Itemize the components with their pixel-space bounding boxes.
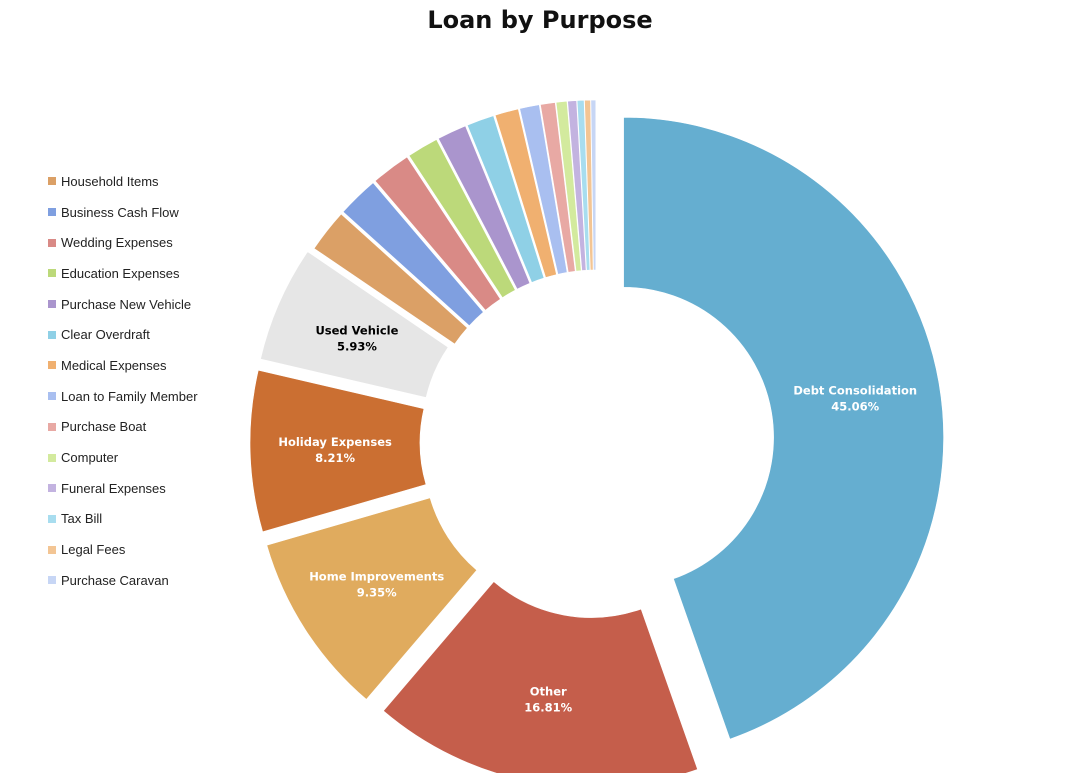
legend-label: Funeral Expenses (61, 480, 166, 496)
legend-swatch (48, 269, 56, 278)
legend-label: Legal Fees (61, 542, 126, 558)
chart-title: Loan by Purpose (427, 6, 653, 34)
legend-item-education-expenses: Education Expenses (48, 258, 198, 289)
legend-swatch (48, 330, 56, 339)
legend-swatch (48, 361, 56, 370)
slice-label-other: Other 16.81% (524, 685, 572, 715)
legend-label: Purchase New Vehicle (61, 296, 192, 312)
legend-swatch (48, 422, 56, 431)
legend-label: Medical Expenses (61, 357, 167, 373)
slice-holiday-expenses (249, 369, 427, 533)
slice-wedding-expenses (374, 156, 501, 311)
legend-item-legal-fees: Legal Fees (48, 534, 198, 565)
slice-clear-overdraft (466, 115, 545, 283)
slice-home-improvements (266, 497, 478, 700)
legend-swatch (48, 392, 56, 401)
legend-swatch (48, 453, 56, 462)
legend-item-clear-overdraft: Clear Overdraft (48, 319, 198, 350)
legend-swatch (48, 208, 56, 217)
slice-medical-expenses (494, 108, 557, 278)
legend-swatch (48, 300, 56, 309)
chart-legend: Household Items Business Cash Flow Wedding… (48, 166, 198, 596)
legend-label: Clear Overdraft (61, 327, 150, 343)
legend-label: Purchase Boat (61, 419, 147, 435)
slice-debt-consolidation (623, 116, 944, 740)
legend-item-medical-expenses: Medical Expenses (48, 350, 198, 381)
legend-label: Household Items (61, 173, 159, 189)
slice-tax-bill (576, 99, 591, 271)
legend-item-funeral-expenses: Funeral Expenses (48, 473, 198, 504)
slice-education-expenses (408, 139, 516, 299)
legend-label: Tax Bill (61, 511, 103, 527)
legend-swatch (48, 238, 56, 247)
slice-purchase-new-vehicle (437, 125, 531, 290)
slice-other (382, 581, 698, 773)
legend-item-loan-to-family-member: Loan to Family Member (48, 381, 198, 412)
legend-label: Wedding Expenses (61, 235, 173, 251)
slice-household-items (313, 213, 468, 345)
slice-purchase-boat (540, 102, 576, 273)
legend-label: Education Expenses (61, 265, 180, 281)
slice-label-debt-consolidation: Debt Consolidation 45.06% (793, 384, 917, 414)
legend-swatch (48, 484, 56, 493)
legend-item-computer: Computer (48, 442, 198, 473)
legend-swatch (48, 576, 56, 585)
slice-computer (555, 100, 582, 272)
slice-used-vehicle (260, 251, 449, 398)
slice-legal-fees (584, 99, 594, 271)
legend-item-purchase-boat: Purchase Boat (48, 412, 198, 443)
legend-swatch (48, 514, 56, 523)
legend-item-household-items: Household Items (48, 166, 198, 197)
legend-label: Loan to Family Member (61, 388, 198, 404)
legend-item-wedding-expenses: Wedding Expenses (48, 227, 198, 258)
legend-item-tax-bill: Tax Bill (48, 504, 198, 535)
legend-item-business-cash-flow: Business Cash Flow (48, 197, 198, 228)
legend-swatch (48, 545, 56, 554)
slice-label-home-improvements: Home Improvements 9.35% (309, 570, 444, 600)
slice-loan-to-family-member (519, 104, 568, 275)
legend-swatch (48, 177, 56, 186)
legend-label: Computer (61, 450, 119, 466)
slice-purchase-caravan (590, 99, 597, 271)
slice-funeral-expenses (567, 100, 587, 271)
legend-item-purchase-caravan: Purchase Caravan (48, 565, 198, 596)
legend-item-purchase-new-vehicle: Purchase New Vehicle (48, 289, 198, 320)
legend-label: Purchase Caravan (61, 572, 169, 588)
slice-business-cash-flow (342, 182, 484, 327)
slice-label-used-vehicle: Used Vehicle 5.93% (315, 323, 398, 353)
legend-label: Business Cash Flow (61, 204, 179, 220)
slice-label-holiday-expenses: Holiday Expenses 8.21% (278, 435, 392, 465)
